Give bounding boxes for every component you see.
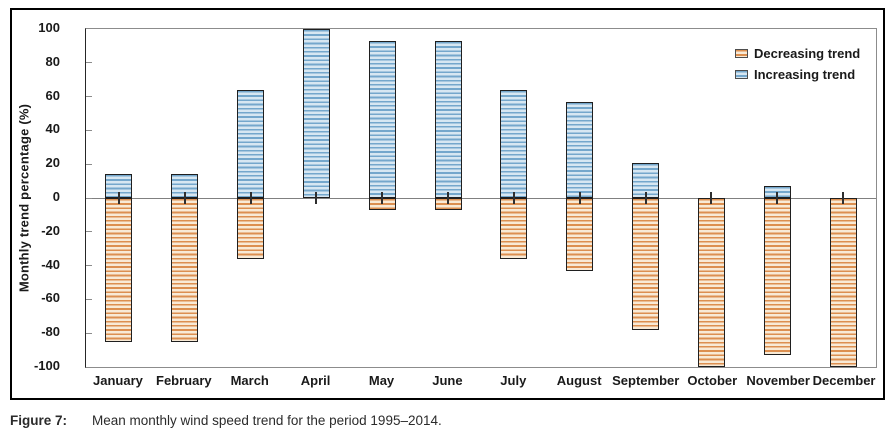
y-tick-label: 0 — [52, 189, 60, 204]
y-tick-label: 20 — [45, 155, 60, 171]
bar-december-decreasing — [829, 198, 857, 367]
error-bar-december — [842, 192, 845, 204]
y-tick-label: 100 — [38, 20, 60, 35]
legend-label-decreasing: Decreasing trend — [754, 46, 861, 61]
x-label-may: May — [368, 373, 395, 388]
x-axis-labels: January February March April May June July Augu… — [85, 373, 877, 388]
y-tick-label: -60 — [41, 290, 60, 306]
x-label-july: July — [500, 373, 527, 388]
y-tick-label: -20 — [41, 222, 60, 238]
error-bar-august — [578, 192, 581, 204]
bar-march-decreasing — [237, 198, 265, 259]
error-bar-september — [644, 192, 647, 204]
legend-item-increasing: Increasing trend — [735, 67, 860, 82]
bar-march-increasing — [237, 89, 265, 198]
error-bar-october — [710, 192, 713, 204]
caption-label: Figure 7: — [10, 413, 68, 428]
legend-label-increasing: Increasing trend — [754, 67, 856, 82]
x-label-march: March — [230, 373, 269, 388]
y-tick-label: -80 — [41, 324, 60, 340]
y-axis-tick — [86, 96, 92, 98]
x-label-september: September — [612, 373, 680, 388]
bar-may-increasing — [368, 40, 396, 198]
bar-july-decreasing — [500, 198, 528, 259]
x-label-january: January — [93, 373, 143, 388]
error-bar-july — [512, 192, 515, 204]
y-axis-tick — [86, 231, 92, 233]
y-axis-tick — [86, 197, 92, 199]
legend: Decreasing trend Increasing trend — [735, 46, 860, 88]
error-bar-april — [315, 192, 318, 204]
y-tick-label: 80 — [45, 53, 60, 69]
legend-swatch-decreasing-icon — [735, 49, 748, 58]
bar-january-decreasing — [105, 198, 133, 342]
x-label-november: November — [746, 373, 810, 388]
error-bar-may — [381, 192, 384, 204]
bar-august-increasing — [566, 101, 594, 198]
y-axis-tick — [86, 298, 92, 300]
x-label-august: August — [556, 373, 602, 388]
x-label-april: April — [300, 373, 331, 388]
error-bar-june — [447, 192, 450, 204]
y-axis-tick — [86, 332, 92, 334]
bar-june-increasing — [434, 40, 462, 198]
bar-october-decreasing — [697, 198, 725, 367]
plot-area — [85, 28, 877, 368]
x-label-february: February — [156, 373, 212, 388]
y-axis-tick — [86, 163, 92, 165]
figure-caption: Figure 7: Mean monthly wind speed trend f… — [10, 413, 442, 428]
x-label-october: October — [687, 373, 738, 388]
bar-september-decreasing — [632, 198, 660, 330]
bar-november-decreasing — [763, 198, 791, 356]
y-tick-label: 40 — [45, 121, 60, 137]
y-tick-label: -40 — [41, 256, 60, 272]
y-axis-tick — [86, 265, 92, 267]
zero-gridline — [86, 197, 876, 199]
y-axis-tick — [86, 129, 92, 131]
error-bar-february — [183, 192, 186, 204]
bar-july-increasing — [500, 89, 528, 198]
bar-february-decreasing — [171, 198, 199, 342]
y-tick-label: 60 — [45, 87, 60, 103]
error-bar-january — [117, 192, 120, 204]
legend-swatch-increasing-icon — [735, 70, 748, 79]
x-label-december: December — [812, 373, 876, 388]
error-bar-november — [776, 192, 779, 204]
y-tick-label: -100 — [33, 358, 60, 373]
x-label-june: June — [432, 373, 463, 388]
y-axis-tick — [86, 62, 92, 64]
bar-august-decreasing — [566, 198, 594, 271]
error-bar-march — [249, 192, 252, 204]
caption-text: Mean monthly wind speed trend for the pe… — [92, 413, 442, 428]
bar-april-increasing — [302, 29, 330, 198]
legend-item-decreasing: Decreasing trend — [735, 46, 860, 61]
